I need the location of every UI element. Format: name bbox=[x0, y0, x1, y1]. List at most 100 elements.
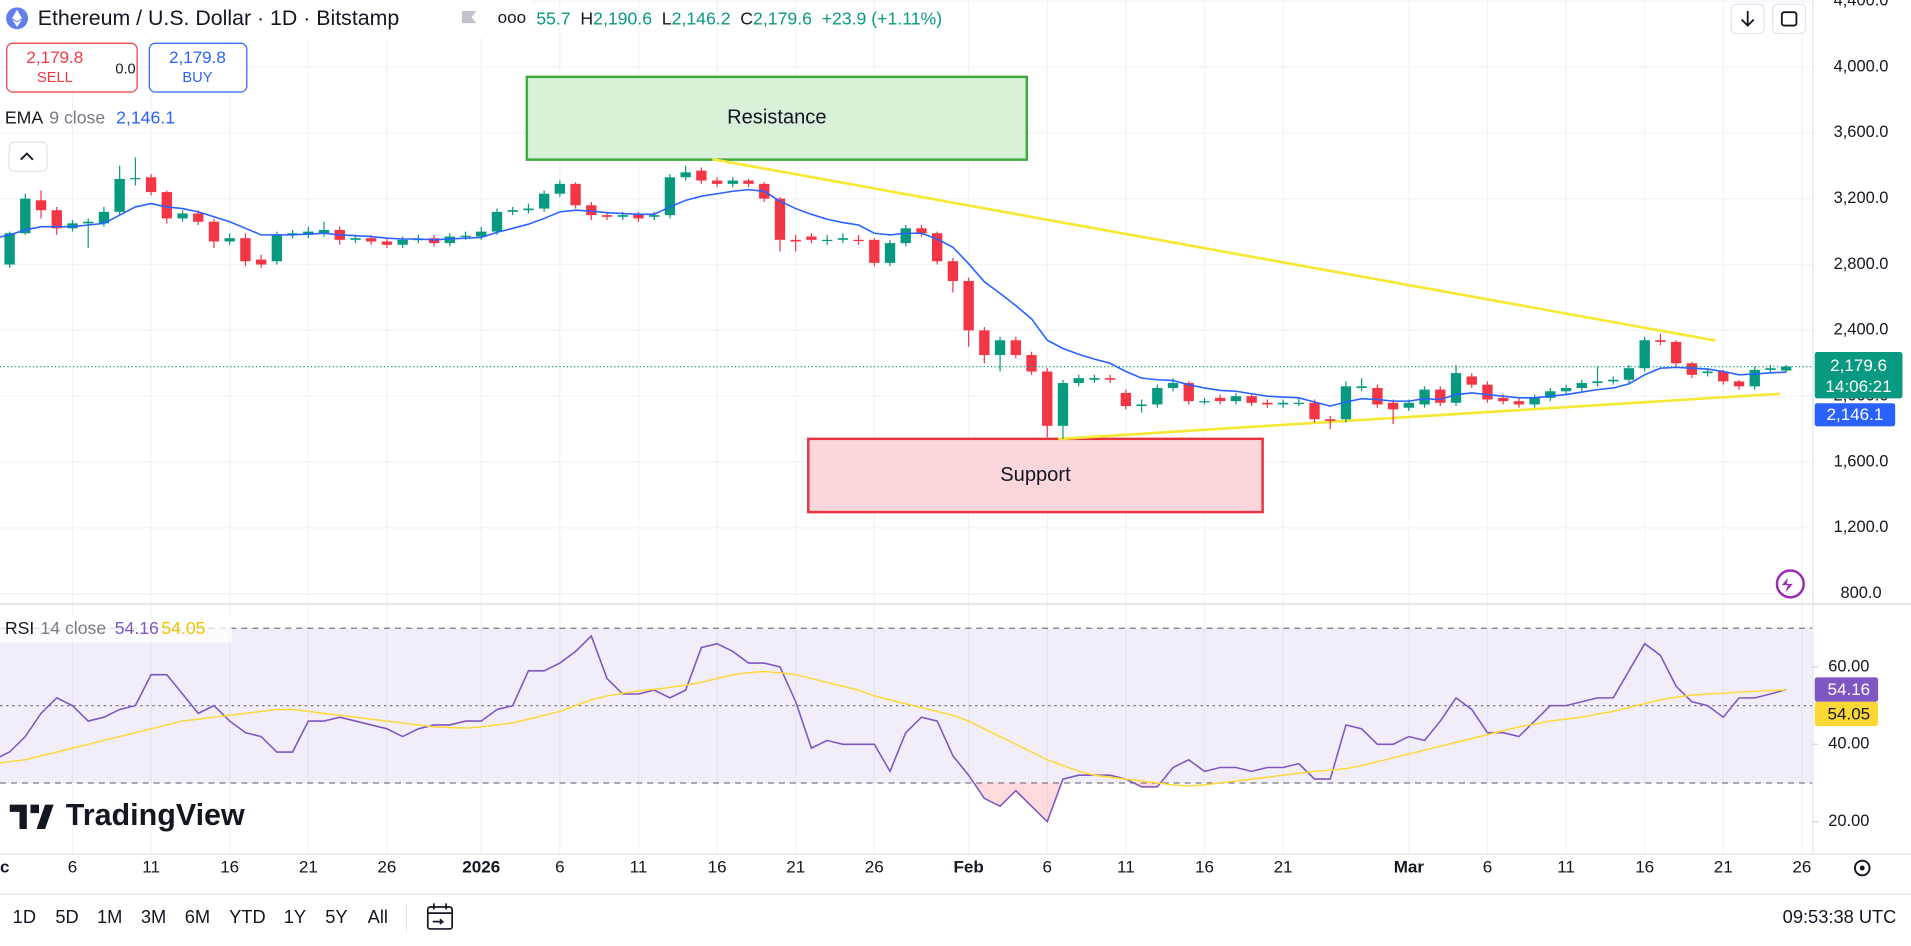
y-tick-label: 3,200.0 bbox=[1834, 189, 1889, 207]
candle-body bbox=[35, 200, 47, 211]
candle-body bbox=[1325, 419, 1336, 421]
x-tick-label: 11 bbox=[142, 857, 160, 876]
last-price-label: 2,179.6 bbox=[1830, 356, 1887, 375]
range-button[interactable]: 5Y bbox=[325, 906, 347, 927]
candle-body bbox=[1733, 381, 1745, 387]
low-key: L bbox=[662, 8, 672, 28]
candle-body bbox=[224, 238, 235, 242]
candle-body bbox=[1026, 355, 1037, 372]
x-tick-label: 16 bbox=[1195, 857, 1214, 876]
candle-body bbox=[1450, 373, 1462, 403]
candle-body bbox=[145, 177, 157, 193]
rsi-value-box bbox=[1814, 701, 1879, 727]
x-tick-label: 21 bbox=[1714, 857, 1733, 876]
candle-body bbox=[1372, 387, 1383, 405]
candle-body bbox=[1655, 340, 1666, 342]
candle-body bbox=[287, 233, 298, 235]
x-tick-label: 11 bbox=[630, 857, 648, 876]
candle-body bbox=[193, 213, 204, 222]
candle-body bbox=[837, 238, 849, 240]
ema-line bbox=[0, 188, 1787, 407]
candle-body bbox=[821, 239, 833, 242]
candle-body bbox=[67, 223, 78, 229]
candle-body bbox=[994, 340, 1006, 356]
candle-body bbox=[680, 172, 691, 178]
logo-icon bbox=[9, 804, 54, 829]
candle-body bbox=[428, 238, 440, 244]
x-tick-label: 26 bbox=[1792, 857, 1811, 876]
spread: 0.0 bbox=[115, 61, 135, 77]
rsi-legend: RSI 14 close 54.16 54.05 bbox=[5, 618, 206, 638]
calendar-icon[interactable] bbox=[426, 906, 454, 930]
ema-legend: EMA 9 close 2,146.1 bbox=[5, 107, 175, 127]
ema-price-box bbox=[1814, 403, 1896, 427]
candle-body bbox=[303, 231, 314, 235]
candle-body bbox=[1340, 386, 1352, 420]
candle-body bbox=[240, 238, 251, 262]
candle-body bbox=[1749, 369, 1760, 387]
candle-body bbox=[1623, 368, 1635, 380]
x-tick-label: Feb bbox=[953, 857, 983, 876]
more-icon[interactable]: ooo bbox=[498, 8, 526, 27]
range-button[interactable]: 1D bbox=[13, 906, 36, 927]
candle-body bbox=[114, 178, 125, 212]
buy-button[interactable] bbox=[148, 42, 248, 93]
annotation-box bbox=[807, 437, 1264, 514]
fullscreen-button[interactable] bbox=[1772, 3, 1807, 35]
candle-body bbox=[1576, 383, 1587, 388]
rsi-tick-label: 60.00 bbox=[1828, 657, 1869, 675]
last-price-box bbox=[1814, 352, 1903, 399]
collapse-button[interactable] bbox=[8, 141, 48, 172]
countdown-label: 14:06:21 bbox=[1825, 377, 1891, 396]
x-tick-label: 16 bbox=[220, 857, 239, 876]
rsi-line bbox=[0, 634, 1787, 824]
rsi-tick-label: 40.00 bbox=[1828, 735, 1869, 753]
candle-body bbox=[1513, 401, 1525, 405]
range-button[interactable]: 1Y bbox=[284, 906, 306, 927]
range-button[interactable]: 5D bbox=[55, 906, 78, 927]
candle-body bbox=[83, 221, 94, 224]
candle-body bbox=[963, 280, 974, 331]
candle-body bbox=[1529, 397, 1540, 405]
candle-body bbox=[1497, 397, 1509, 402]
candle-body bbox=[1183, 383, 1194, 402]
y-tick-label: 3,600.0 bbox=[1834, 123, 1889, 141]
candle-body bbox=[20, 198, 31, 234]
candle-body bbox=[1199, 401, 1210, 403]
range-button[interactable]: YTD bbox=[229, 906, 266, 927]
candle-body bbox=[1592, 381, 1603, 384]
x-tick-label: 6 bbox=[1043, 857, 1052, 876]
rsi-pane bbox=[0, 627, 1813, 824]
y-tick-label: 2,400.0 bbox=[1834, 321, 1889, 339]
candle-body bbox=[1167, 383, 1179, 388]
rsi-value-label: 54.16 bbox=[1828, 680, 1871, 699]
annotation-box bbox=[525, 75, 1029, 161]
sell-button[interactable] bbox=[6, 42, 138, 93]
range-button[interactable]: 3M bbox=[141, 906, 166, 927]
assistant-icon[interactable] bbox=[1775, 569, 1805, 599]
rsi-band bbox=[0, 628, 1813, 783]
x-tick-label: 2026 bbox=[462, 857, 500, 876]
candle-body bbox=[601, 215, 613, 217]
candle-body bbox=[743, 180, 754, 184]
candle-body bbox=[1277, 402, 1289, 405]
annotation-label: Resistance bbox=[727, 107, 826, 129]
rsi-legend-bg bbox=[0, 615, 232, 643]
close-key: C bbox=[740, 8, 753, 28]
candle-body bbox=[884, 243, 896, 263]
settings-icon[interactable] bbox=[1853, 859, 1871, 877]
candle-body bbox=[523, 208, 534, 211]
range-button[interactable]: 1M bbox=[97, 906, 122, 927]
sell-label: SELL bbox=[37, 70, 73, 86]
range-button[interactable]: All bbox=[368, 906, 388, 927]
ema-name: EMA bbox=[5, 107, 43, 127]
candle-body bbox=[979, 330, 990, 356]
rsi-ma-value: 54.05 bbox=[161, 618, 205, 638]
candle-body bbox=[318, 229, 330, 234]
x-tick-label: Mar bbox=[1394, 857, 1425, 876]
flag-icon[interactable] bbox=[461, 10, 477, 24]
range-button[interactable]: 6M bbox=[185, 906, 210, 927]
